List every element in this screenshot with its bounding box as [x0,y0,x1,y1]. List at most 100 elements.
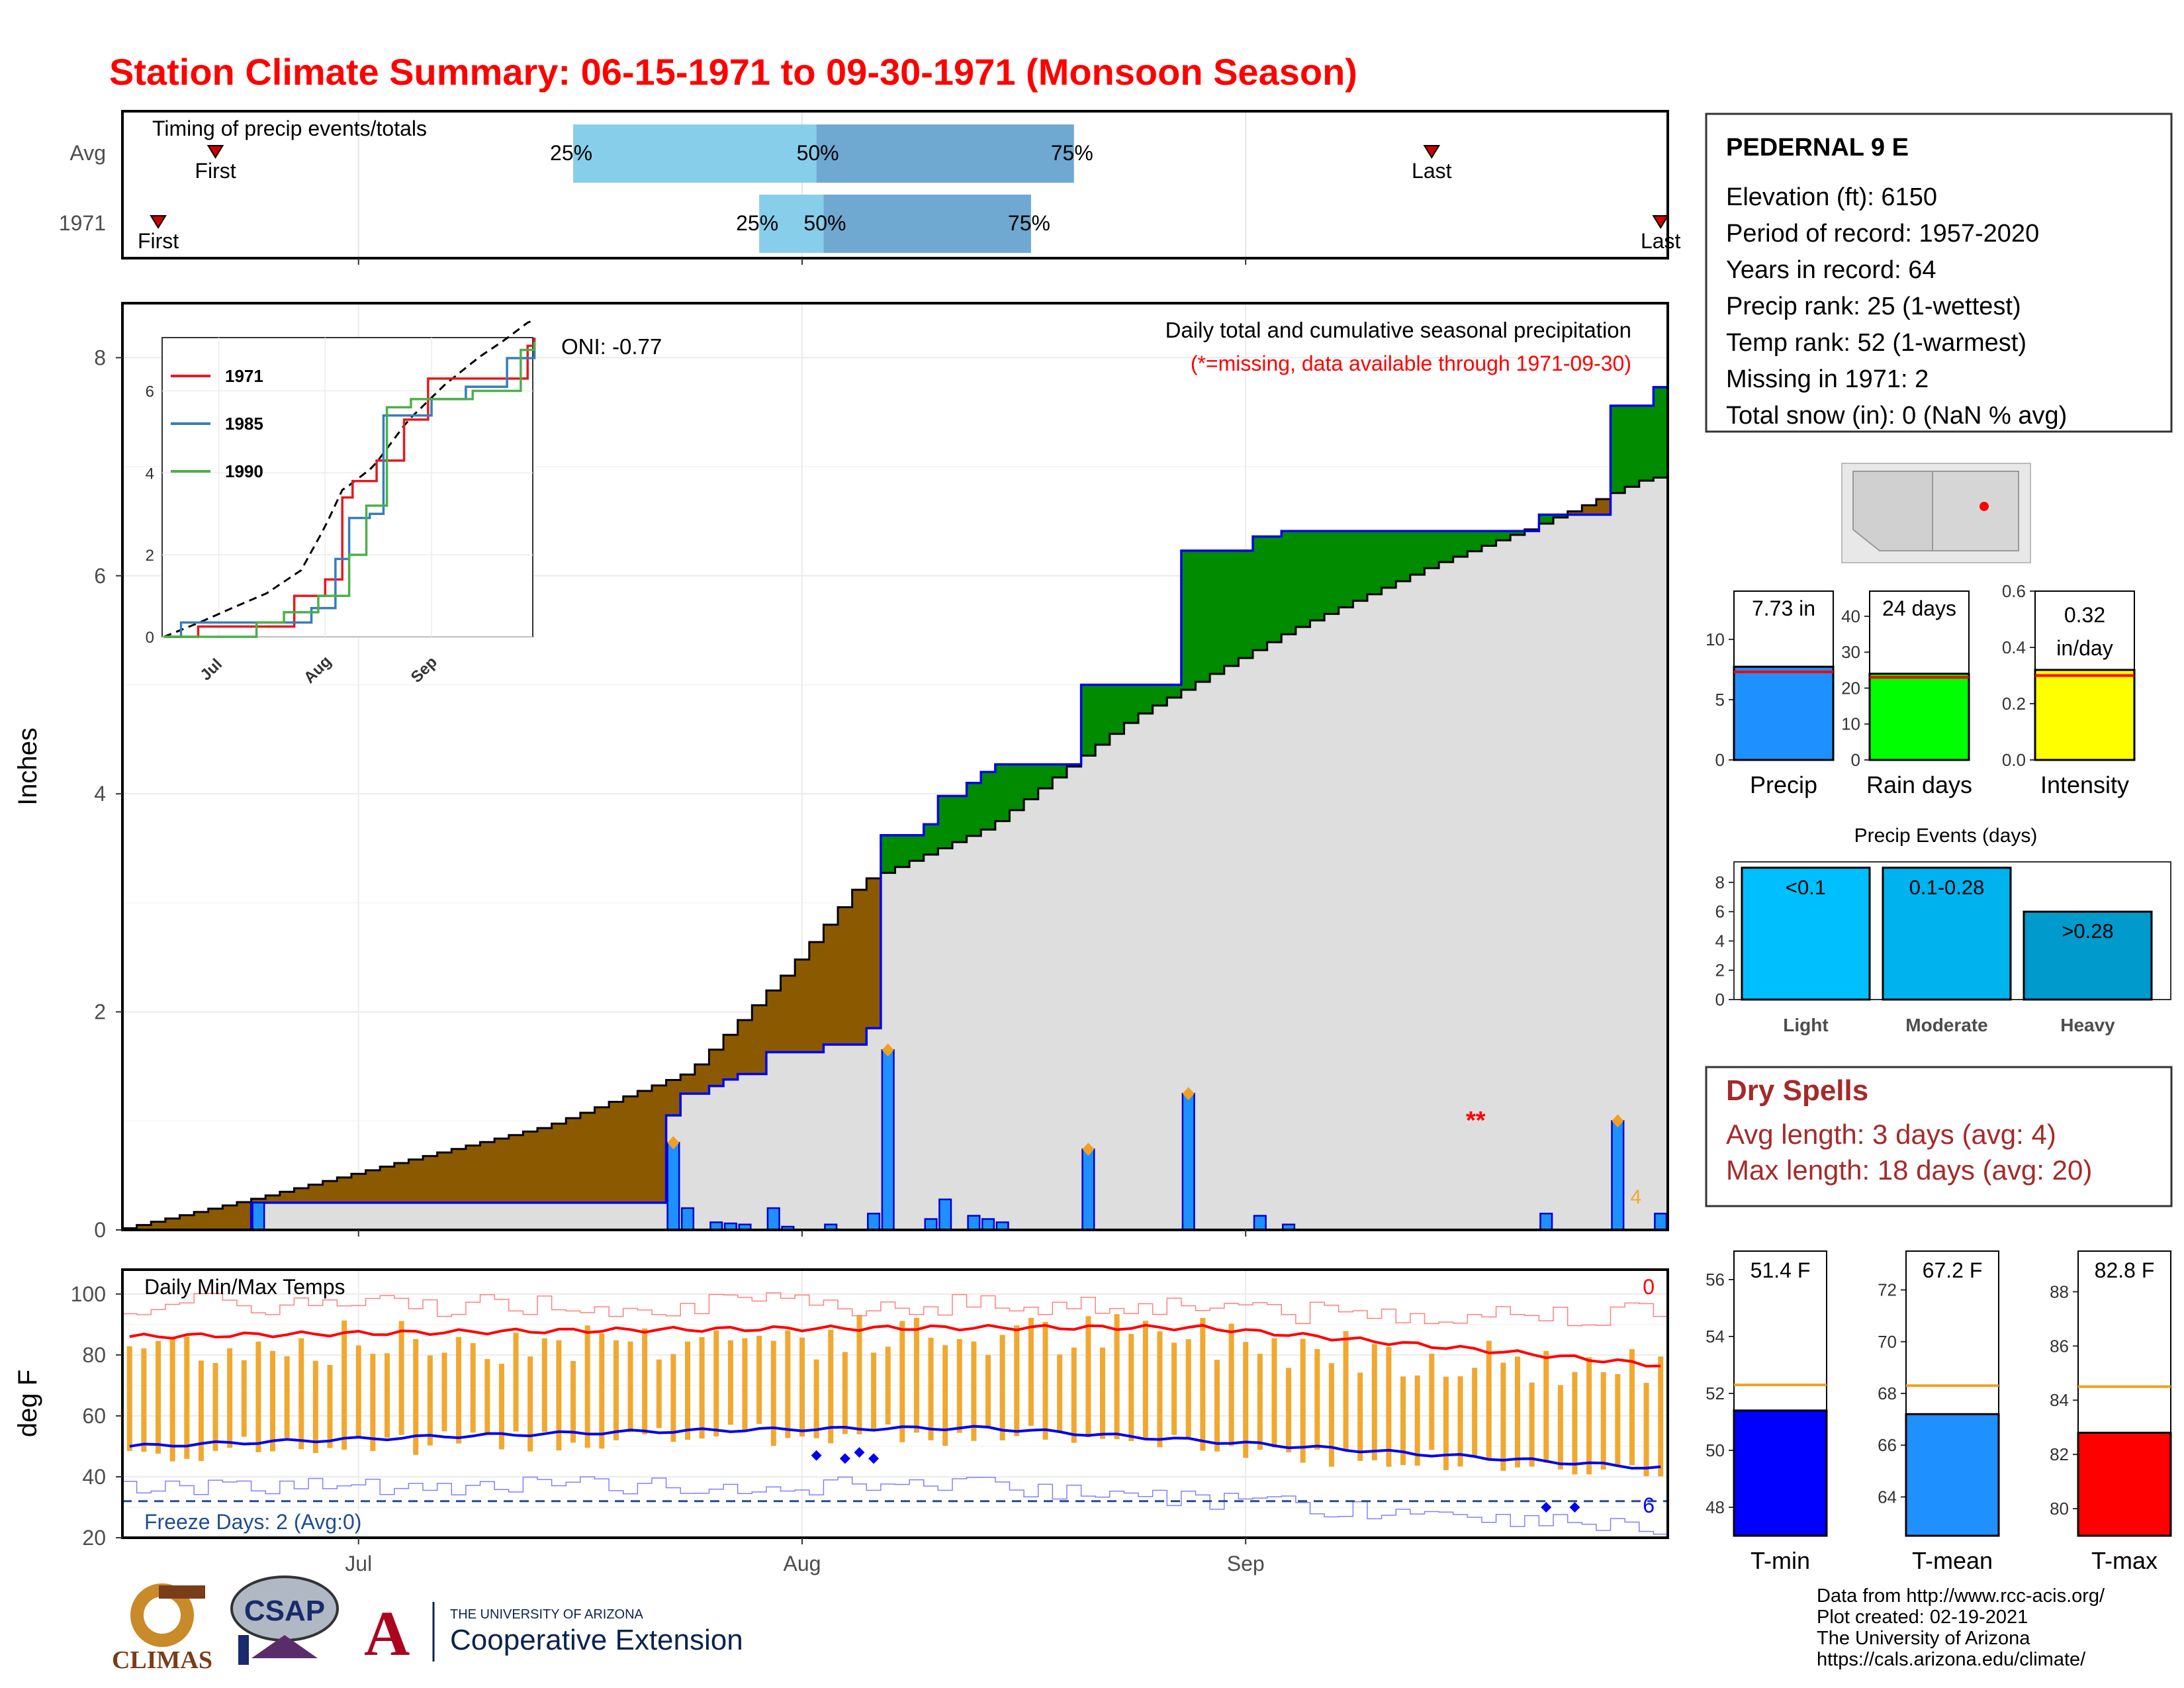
summary-bar-tick: 40 [1841,606,1860,626]
surplus-fill [923,824,938,855]
record-min-line [122,1476,1668,1535]
temp-ytick: 80 [82,1343,106,1367]
daily-precip-bar [1539,1213,1553,1231]
heavy-event-marker [1182,1087,1195,1101]
deficit-fill [380,1166,395,1203]
event-bar-value: <0.1 [1786,876,1826,899]
daily-temp-range-bar [670,1354,676,1442]
daily-temp-range-bar [799,1337,805,1437]
precip-panel: Inches 0 2 4 6 8 Daily total and cumulative … [13,302,1669,1242]
deficit-fill [179,1215,195,1230]
daily-temp-range-bar [1514,1356,1520,1468]
summary-bars: 0 5 10 7.73 in Precip 0 10 20 30 40 24 days Rain da… [1706,581,2136,798]
daily-temp-range-bar [1185,1339,1191,1438]
timing-p25-label: 25% [550,141,592,165]
daily-precip-bar [1654,1213,1668,1231]
deficit-fill [236,1202,252,1230]
deficit-fill [609,1102,624,1203]
deficit-fill [537,1128,553,1203]
daily-temp-range-bar [1228,1323,1234,1446]
surplus-fill [1109,684,1125,734]
daily-temp-range-bar [985,1354,991,1429]
timing-bar-25-50-1 [759,195,824,253]
daily-precip-bar [1611,1120,1625,1231]
temp-bar-label: T-min [1751,1547,1810,1574]
daily-temp-range-bar [1099,1347,1105,1439]
daily-temp-range-bar [1600,1372,1606,1470]
deficit-fill [1582,505,1597,515]
event-bar-light [1741,867,1871,1001]
deficit-fill [866,878,882,1029]
temp-bar-tick: 88 [2050,1282,2069,1301]
daily-temp-range-bar [1658,1356,1664,1477]
daily-temp-range-bar [227,1348,233,1448]
surplus-fill [1539,514,1554,524]
surplus-fill [1081,684,1096,756]
deficit-fill [480,1142,495,1203]
deficit-fill [594,1107,610,1203]
temp-bar-tick: 72 [1878,1280,1897,1300]
daily-temp-range-bar [1057,1354,1063,1433]
daily-temp-range-bar [1200,1317,1206,1451]
deficit-fill [279,1192,295,1203]
daily-temp-range-bar [1357,1372,1363,1462]
daily-temp-range-bar [1371,1344,1377,1461]
deficit-fill [465,1145,481,1203]
deficit-fill [723,1035,739,1080]
daily-temp-range-bar [1443,1376,1449,1470]
surplus-fill [1353,531,1368,601]
inset-series-1971 [163,338,536,638]
surplus-fill [1496,531,1511,541]
deficit-fill [823,924,839,1045]
temp-ytick: 60 [82,1404,106,1428]
daily-temp-range-bar [1429,1353,1435,1450]
deficit-fill [494,1138,510,1203]
daily-temp-range-bar [241,1360,247,1437]
timing-title: Timing of precip events/totals [152,117,427,140]
avg-max-temp-line [129,1323,1661,1368]
surplus-fill [1481,531,1497,546]
timing-p75-label: 75% [1008,211,1050,235]
event-bar-label: Light [1783,1015,1828,1035]
deficit-fill [551,1123,567,1203]
temp-ytick: 100 [71,1282,106,1306]
daily-temp-range-bar [971,1341,977,1441]
daily-temp-range-bar [770,1340,776,1446]
daily-temp-range-bar [1543,1350,1549,1463]
deficit-fill [852,890,867,1045]
surplus-fill [1639,405,1654,481]
precip-events: Precip Events (days) 0 2 4 6 8 <0.1 Light 0.1-0… [1715,825,2171,1035]
daily-temp-range-bar [1457,1376,1463,1467]
surplus-fill [1038,764,1053,788]
temp-ylabel: deg F [13,1370,42,1437]
surplus-fill [1210,550,1225,674]
daily-temp-range-bar [685,1341,691,1440]
station-location-marker [1979,502,1989,511]
timing-p25-label: 25% [736,211,778,235]
precip-ytick: 0 [94,1218,106,1242]
deficit-fill [322,1181,338,1203]
station-info-line: Years in record: 64 [1726,256,1936,284]
daily-temp-range-bar [1171,1342,1177,1435]
surplus-fill [1653,387,1668,478]
daily-temp-range-bar [1157,1331,1163,1448]
deficit-fill [165,1218,181,1230]
temp-bar-t-min [1733,1409,1828,1537]
deficit-fill [208,1208,223,1230]
daily-temp-range-bar [1328,1363,1334,1467]
deficit-fill [523,1131,538,1203]
daily-temp-range-bar [1414,1375,1420,1466]
summary-bar-value-unit: in/day [2056,636,2113,660]
daily-temp-range-bar [1014,1325,1020,1436]
summary-bar-1 [1868,673,1970,761]
summary-bar-label: Rain days [1866,771,1972,798]
station-info-line: Elevation (ft): 6150 [1726,183,1937,211]
heavy-event-marker [1082,1143,1095,1156]
daily-temp-range-bar [856,1315,862,1434]
deficit-fill [737,1019,752,1074]
surplus-fill [1009,764,1024,810]
inset-legend-label: 1971 [225,366,263,386]
daily-temp-range-bar [1071,1347,1077,1443]
daily-temp-range-bar [1572,1372,1578,1475]
temp-xtick: Aug [783,1552,821,1575]
